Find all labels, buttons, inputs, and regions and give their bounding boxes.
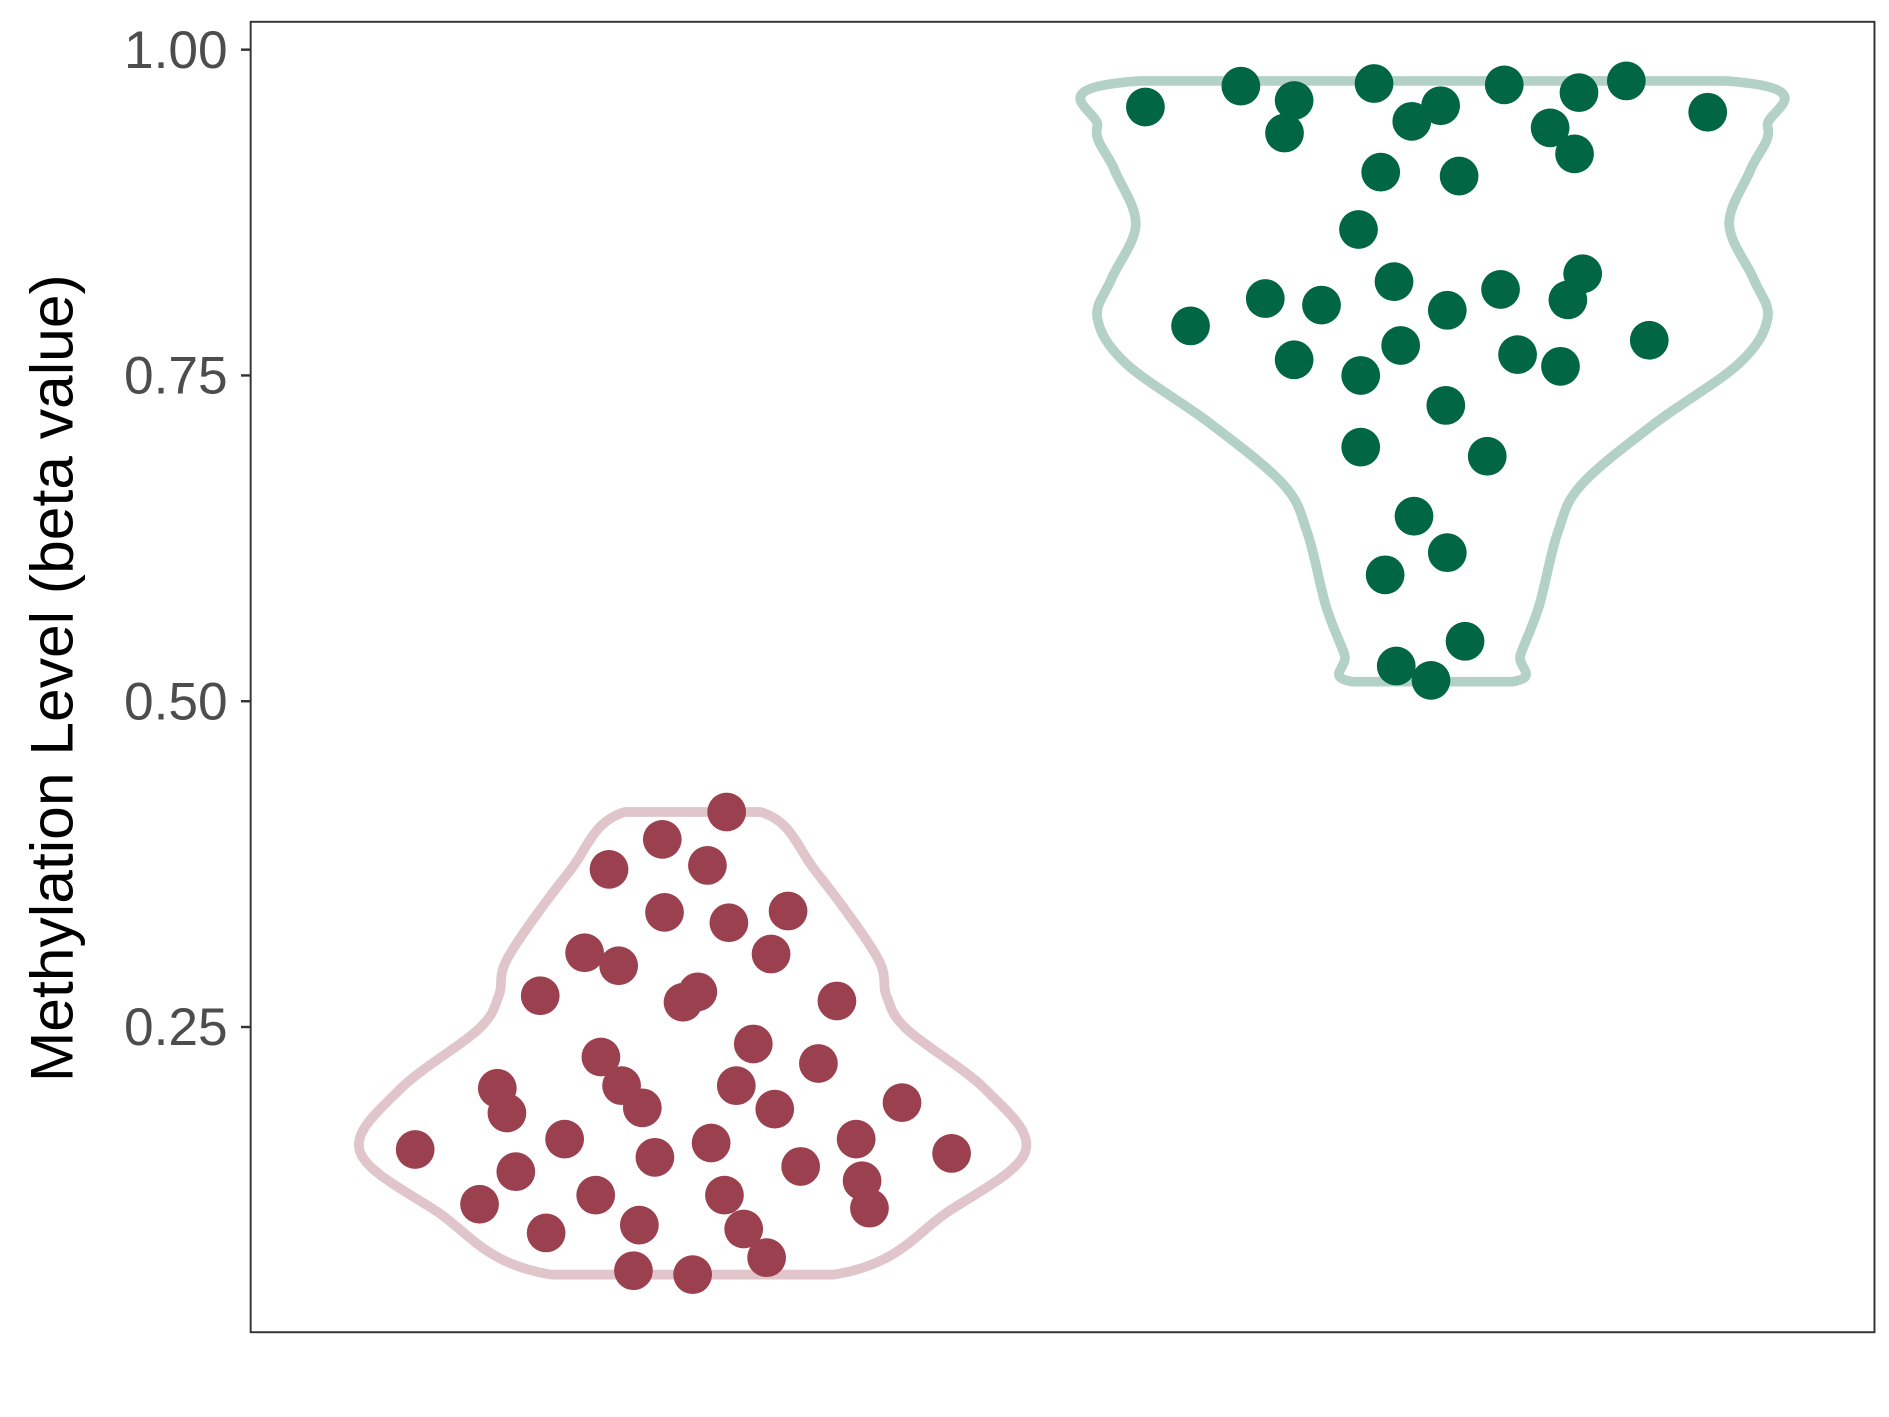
data-point: [1484, 65, 1524, 105]
data-point: [1427, 290, 1467, 330]
data-point: [1439, 156, 1479, 196]
y-tick-label: 0.25: [124, 998, 228, 1057]
data-point: [1688, 92, 1728, 132]
data-point: [545, 1119, 585, 1159]
data-point: [1354, 64, 1394, 103]
data-point: [751, 934, 791, 974]
data-point: [1427, 533, 1467, 573]
data-point: [1629, 320, 1669, 360]
data-point: [707, 792, 747, 832]
data-point: [1481, 270, 1520, 309]
data-point: [1394, 496, 1434, 536]
data-point: [705, 1175, 744, 1215]
data-point: [1541, 346, 1580, 386]
data-point: [602, 1066, 641, 1106]
y-tick: 0.75: [124, 347, 251, 406]
data-point: [565, 933, 604, 973]
data-point: [1341, 356, 1381, 395]
data-point: [1274, 81, 1314, 120]
data-point: [395, 1130, 435, 1169]
data-point: [1559, 73, 1599, 113]
data-point: [755, 1089, 795, 1129]
data-point: [799, 1044, 838, 1083]
data-point: [1530, 108, 1570, 148]
data-point: [724, 1209, 764, 1249]
violin-outline-2: [1075, 76, 1790, 687]
data-point: [1221, 66, 1261, 106]
data-point: [1606, 61, 1646, 101]
data-point: [850, 1188, 889, 1228]
data-point: [1555, 134, 1594, 174]
y-tick-label: 0.75: [124, 347, 228, 406]
data-point: [487, 1093, 527, 1133]
data-point: [1171, 306, 1210, 346]
data-point: [1374, 262, 1414, 301]
data-point: [1339, 210, 1378, 249]
data-point: [599, 946, 639, 986]
data-point: [1411, 661, 1451, 700]
y-tick: 0.25: [124, 998, 251, 1057]
data-point: [1365, 555, 1405, 595]
data-point: [645, 892, 684, 932]
data-point: [1126, 87, 1165, 127]
data-point: [581, 1037, 621, 1077]
data-point: [1421, 86, 1461, 126]
data-point: [1445, 621, 1485, 661]
y-axis: 0.25 0.50 0.75 1.00: [124, 21, 251, 1057]
data-point: [526, 1213, 566, 1253]
data-point: [635, 1137, 675, 1177]
data-point: [716, 1066, 756, 1106]
data-point: [882, 1083, 922, 1122]
data-point: [1376, 646, 1416, 686]
data-point: [932, 1134, 971, 1173]
data-point: [520, 976, 560, 1016]
data-point: [678, 972, 718, 1012]
data-point: [576, 1175, 616, 1215]
data-point: [589, 849, 629, 889]
y-tick: 1.00: [124, 21, 251, 80]
data-point: [1392, 101, 1432, 141]
data-point: [1302, 285, 1341, 325]
data-point: [1467, 436, 1507, 476]
data-point: [836, 1119, 876, 1159]
data-point: [1274, 340, 1314, 380]
data-point: [1381, 326, 1421, 365]
data-point: [1341, 427, 1381, 467]
data-point: [460, 1184, 499, 1224]
data-point: [733, 1024, 773, 1064]
plot-panel: [249, 20, 1876, 1334]
data-point: [781, 1147, 821, 1186]
data-point: [768, 891, 808, 931]
violin-outline-1: [354, 807, 1032, 1280]
data-point: [691, 1123, 731, 1163]
data-point: [1265, 113, 1304, 153]
y-tick-label: 0.50: [124, 672, 228, 731]
data-point: [709, 903, 749, 943]
data-point: [673, 1255, 713, 1294]
data-point: [496, 1152, 536, 1192]
data-point: [1498, 335, 1537, 374]
data-point: [1245, 279, 1285, 318]
y-tick: 0.50: [124, 672, 251, 731]
y-axis-title: Methylation Level (beta value): [18, 274, 86, 1082]
data-point: [1361, 152, 1401, 192]
data-point: [817, 981, 857, 1021]
data-point: [1563, 254, 1603, 294]
data-point: [619, 1205, 659, 1245]
data-point: [614, 1251, 653, 1291]
data-point: [642, 819, 682, 859]
data-point: [747, 1238, 786, 1278]
data-point: [1426, 386, 1466, 425]
data-point: [688, 846, 727, 885]
y-tick-label: 1.00: [124, 21, 228, 80]
